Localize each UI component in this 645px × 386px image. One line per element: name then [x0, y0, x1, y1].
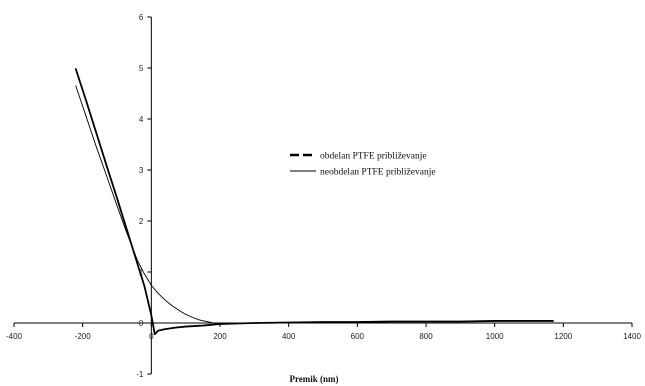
x-tick-label: -200 — [75, 332, 92, 341]
legend-label-1: obdelan PTFE približevanje — [320, 152, 427, 162]
x-tick-label: 800 — [419, 332, 433, 341]
legend-label-2: neobdelan PTFE približevanje — [320, 168, 436, 178]
x-tick-label: -400 — [6, 332, 23, 341]
legend-box — [286, 146, 470, 183]
x-tick-label: 1200 — [554, 332, 572, 341]
series-line-2 — [75, 85, 554, 324]
x-tick-label: 0 — [149, 332, 154, 341]
y-tick-label: 3 — [139, 166, 144, 175]
y-tick-label: 0 — [139, 319, 144, 328]
y-tick-label: 6 — [139, 13, 144, 22]
y-tick-label: 1 — [139, 268, 144, 277]
x-tick-label: 600 — [351, 332, 365, 341]
x-axis-title: Premik (nm) — [289, 374, 338, 384]
series-line-1 — [74, 68, 554, 336]
y-tick-label: 4 — [139, 115, 144, 124]
x-tick-label: 1400 — [623, 332, 641, 341]
y-tick-label: 5 — [139, 64, 144, 73]
axes-layer: -400 -200 0 200 400 600 800 1000 1200 1400 -1 0 1 2 3 4… — [6, 13, 641, 379]
x-tick-label: 200 — [213, 332, 227, 341]
x-tick-label: 1000 — [486, 332, 504, 341]
y-tick-label: 2 — [139, 217, 144, 226]
series-layer — [74, 68, 554, 336]
x-tick-label: 400 — [282, 332, 296, 341]
legend: obdelan PTFE približevanje neobdelan PTFE… — [286, 146, 470, 183]
y-tick-label: -1 — [136, 370, 144, 379]
